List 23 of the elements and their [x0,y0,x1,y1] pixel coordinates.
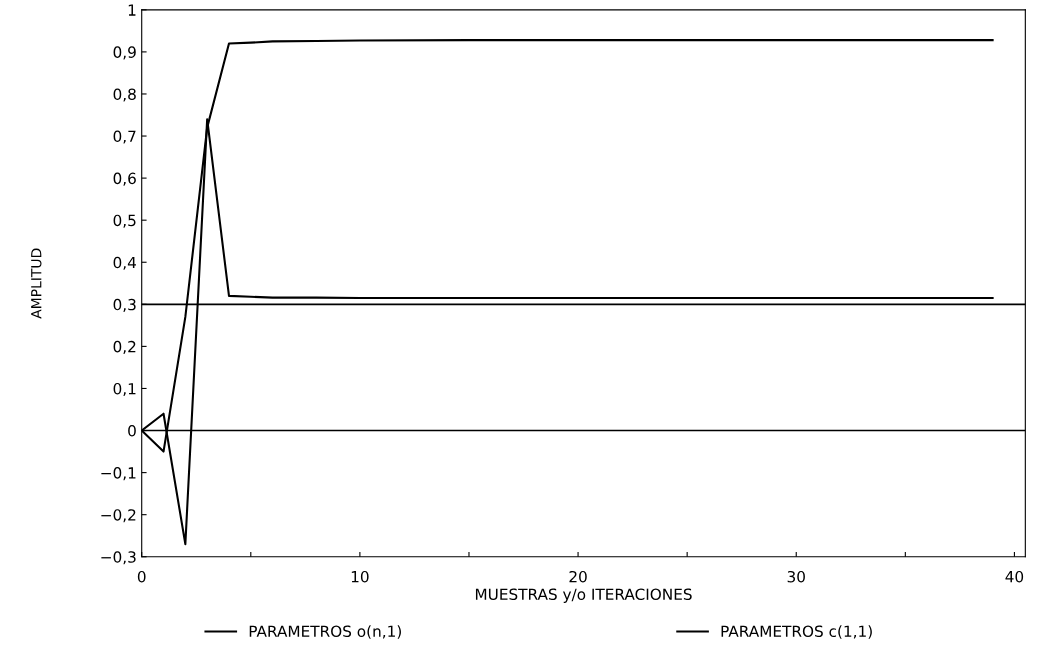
y-tick-label: −0,1 [101,467,136,481]
x-tick-label: 10 [351,570,369,583]
y-tick-label: 0,3 [113,298,136,312]
x-tick-label: 30 [787,570,805,583]
y-tick-label: −0,3 [101,551,136,565]
x-tick-label: 20 [569,570,587,583]
y-tick-label: 0,7 [113,130,136,144]
y-tick-label: 1 [128,4,136,16]
legend-label: PARAMETROS c(1,1) [721,625,872,639]
y-tick-label: 0,4 [113,256,136,270]
y-tick-label: 0,8 [113,88,136,102]
y-tick-label: 0,1 [113,382,136,397]
y-tick-label: 0,6 [113,172,136,186]
legend-label: PARAMETROS o(n,1) [249,625,401,639]
y-tick-label: 0,9 [113,46,136,60]
y-axis-title: AMPLITUD [31,248,42,319]
y-tick-label: 0,2 [113,340,136,354]
x-axis-title: MUESTRAS y/o ITERACIONES [475,588,692,603]
y-tick-label: −0,2 [101,509,136,523]
y-tick-label: 0,5 [113,214,136,228]
x-tick-label: 40 [1005,570,1024,583]
x-tick-label: 0 [137,570,146,583]
y-tick-label: 0 [128,425,136,437]
